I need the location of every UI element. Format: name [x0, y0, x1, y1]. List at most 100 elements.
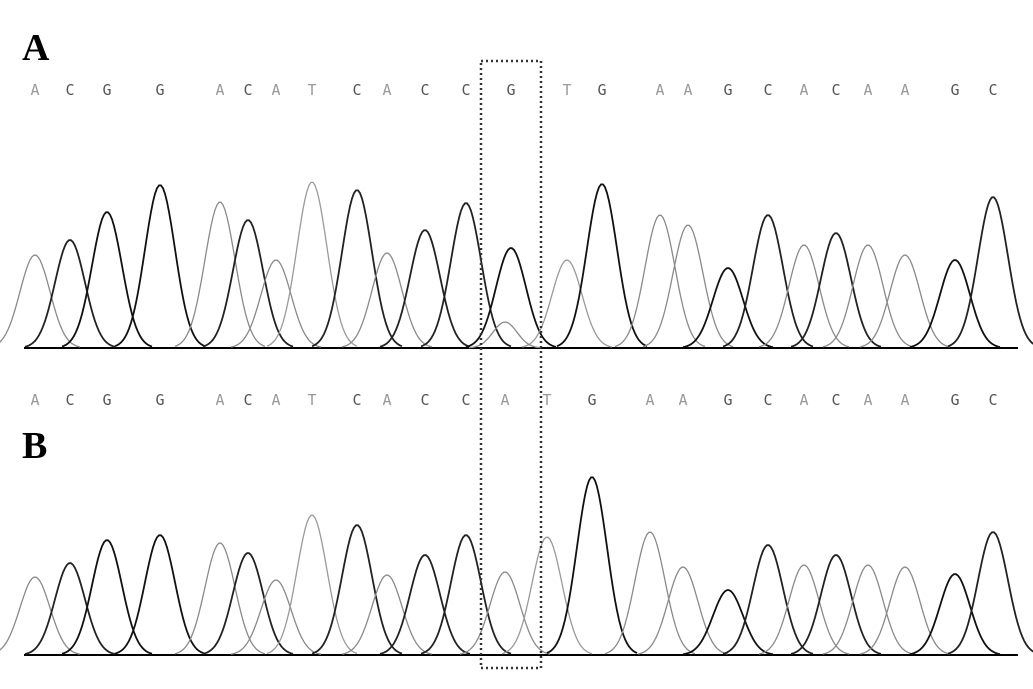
peak-C [790, 554, 882, 655]
base-call-G: G [102, 391, 111, 409]
peak-G [682, 267, 774, 348]
base-call-A: A [900, 391, 909, 409]
peak-G [465, 247, 557, 348]
peak-G [909, 573, 1001, 655]
peak-G [61, 539, 153, 655]
base-call-A: A [799, 391, 808, 409]
base-call-A: A [863, 81, 872, 99]
peak-T [266, 181, 358, 347]
peak-A [758, 564, 850, 655]
peak-C [722, 214, 814, 348]
base-call-C: C [461, 81, 470, 99]
peak-A [0, 576, 81, 655]
base-call-G: G [950, 81, 959, 99]
base-call-C: C [988, 391, 997, 409]
peak-T [266, 514, 358, 655]
base-call-A: A [683, 81, 692, 99]
base-call-A: A [799, 81, 808, 99]
peak-T [521, 259, 613, 348]
base-call-G: G [506, 81, 515, 99]
peak-C [790, 232, 882, 348]
peak-A [822, 564, 914, 655]
base-call-C: C [65, 391, 74, 409]
peak-A [459, 571, 551, 655]
peak-C [202, 552, 294, 655]
peak-C [311, 189, 403, 348]
peak-A [758, 244, 850, 348]
base-call-T: T [542, 391, 551, 409]
base-call-G: G [155, 391, 164, 409]
base-call-A: A [30, 391, 39, 409]
base-call-T: T [307, 391, 316, 409]
base-call-A: A [271, 81, 280, 99]
base-call-C: C [831, 81, 840, 99]
peak-C [420, 202, 512, 348]
base-call-A: A [900, 81, 909, 99]
base-call-G: G [587, 391, 596, 409]
base-call-A: A [863, 391, 872, 409]
peak-A [174, 542, 266, 655]
peak-A [637, 566, 729, 655]
peak-G [682, 589, 774, 656]
base-call-G: G [155, 81, 164, 99]
base-call-C: C [243, 391, 252, 409]
base-call-C: C [763, 81, 772, 99]
peak-A [341, 574, 433, 655]
peak-C [24, 562, 116, 655]
peak-A [822, 244, 914, 348]
base-call-A: A [645, 391, 654, 409]
base-call-C: C [420, 81, 429, 99]
base-call-A: A [382, 81, 391, 99]
peak-C [947, 531, 1033, 655]
base-call-A: A [678, 391, 687, 409]
base-call-G: G [102, 81, 111, 99]
base-call-T: T [307, 81, 316, 99]
base-call-A: A [30, 81, 39, 99]
base-call-G: G [723, 81, 732, 99]
base-call-A: A [215, 81, 224, 99]
base-call-C: C [243, 81, 252, 99]
peak-A [230, 579, 322, 655]
peak-G [546, 476, 638, 654]
peak-T [501, 536, 593, 655]
peak-A [642, 224, 734, 348]
panel-label-b: B [22, 425, 48, 467]
peak-C [379, 229, 471, 348]
peak-C [722, 544, 814, 655]
base-call-A: A [500, 391, 509, 409]
base-call-G: G [723, 391, 732, 409]
peak-A [0, 254, 81, 348]
base-call-T: T [562, 81, 571, 99]
base-call-A: A [655, 81, 664, 99]
base-call-G: G [950, 391, 959, 409]
base-call-A: A [382, 391, 391, 409]
peak-A [341, 252, 433, 348]
peak-C [420, 534, 512, 655]
base-call-G: G [597, 81, 606, 99]
peak-C [947, 196, 1033, 348]
base-call-C: C [420, 391, 429, 409]
base-call-C: C [988, 81, 997, 99]
peak-A [230, 259, 322, 348]
peak-C [379, 554, 471, 655]
base-call-C: C [352, 391, 361, 409]
base-call-C: C [461, 391, 470, 409]
highlight-box [479, 59, 543, 670]
peak-C [202, 219, 294, 348]
peak-A [614, 214, 706, 348]
peak-G [909, 259, 1001, 348]
base-call-A: A [215, 391, 224, 409]
peak-A [859, 254, 951, 348]
panel-label-a: A [22, 27, 50, 69]
peak-A [859, 566, 951, 655]
peak-C [311, 524, 403, 655]
peak-G [114, 184, 206, 348]
base-call-C: C [352, 81, 361, 99]
base-call-C: C [65, 81, 74, 99]
base-call-C: C [831, 391, 840, 409]
base-call-A: A [271, 391, 280, 409]
peak-G [61, 211, 153, 348]
peak-C [24, 239, 116, 348]
